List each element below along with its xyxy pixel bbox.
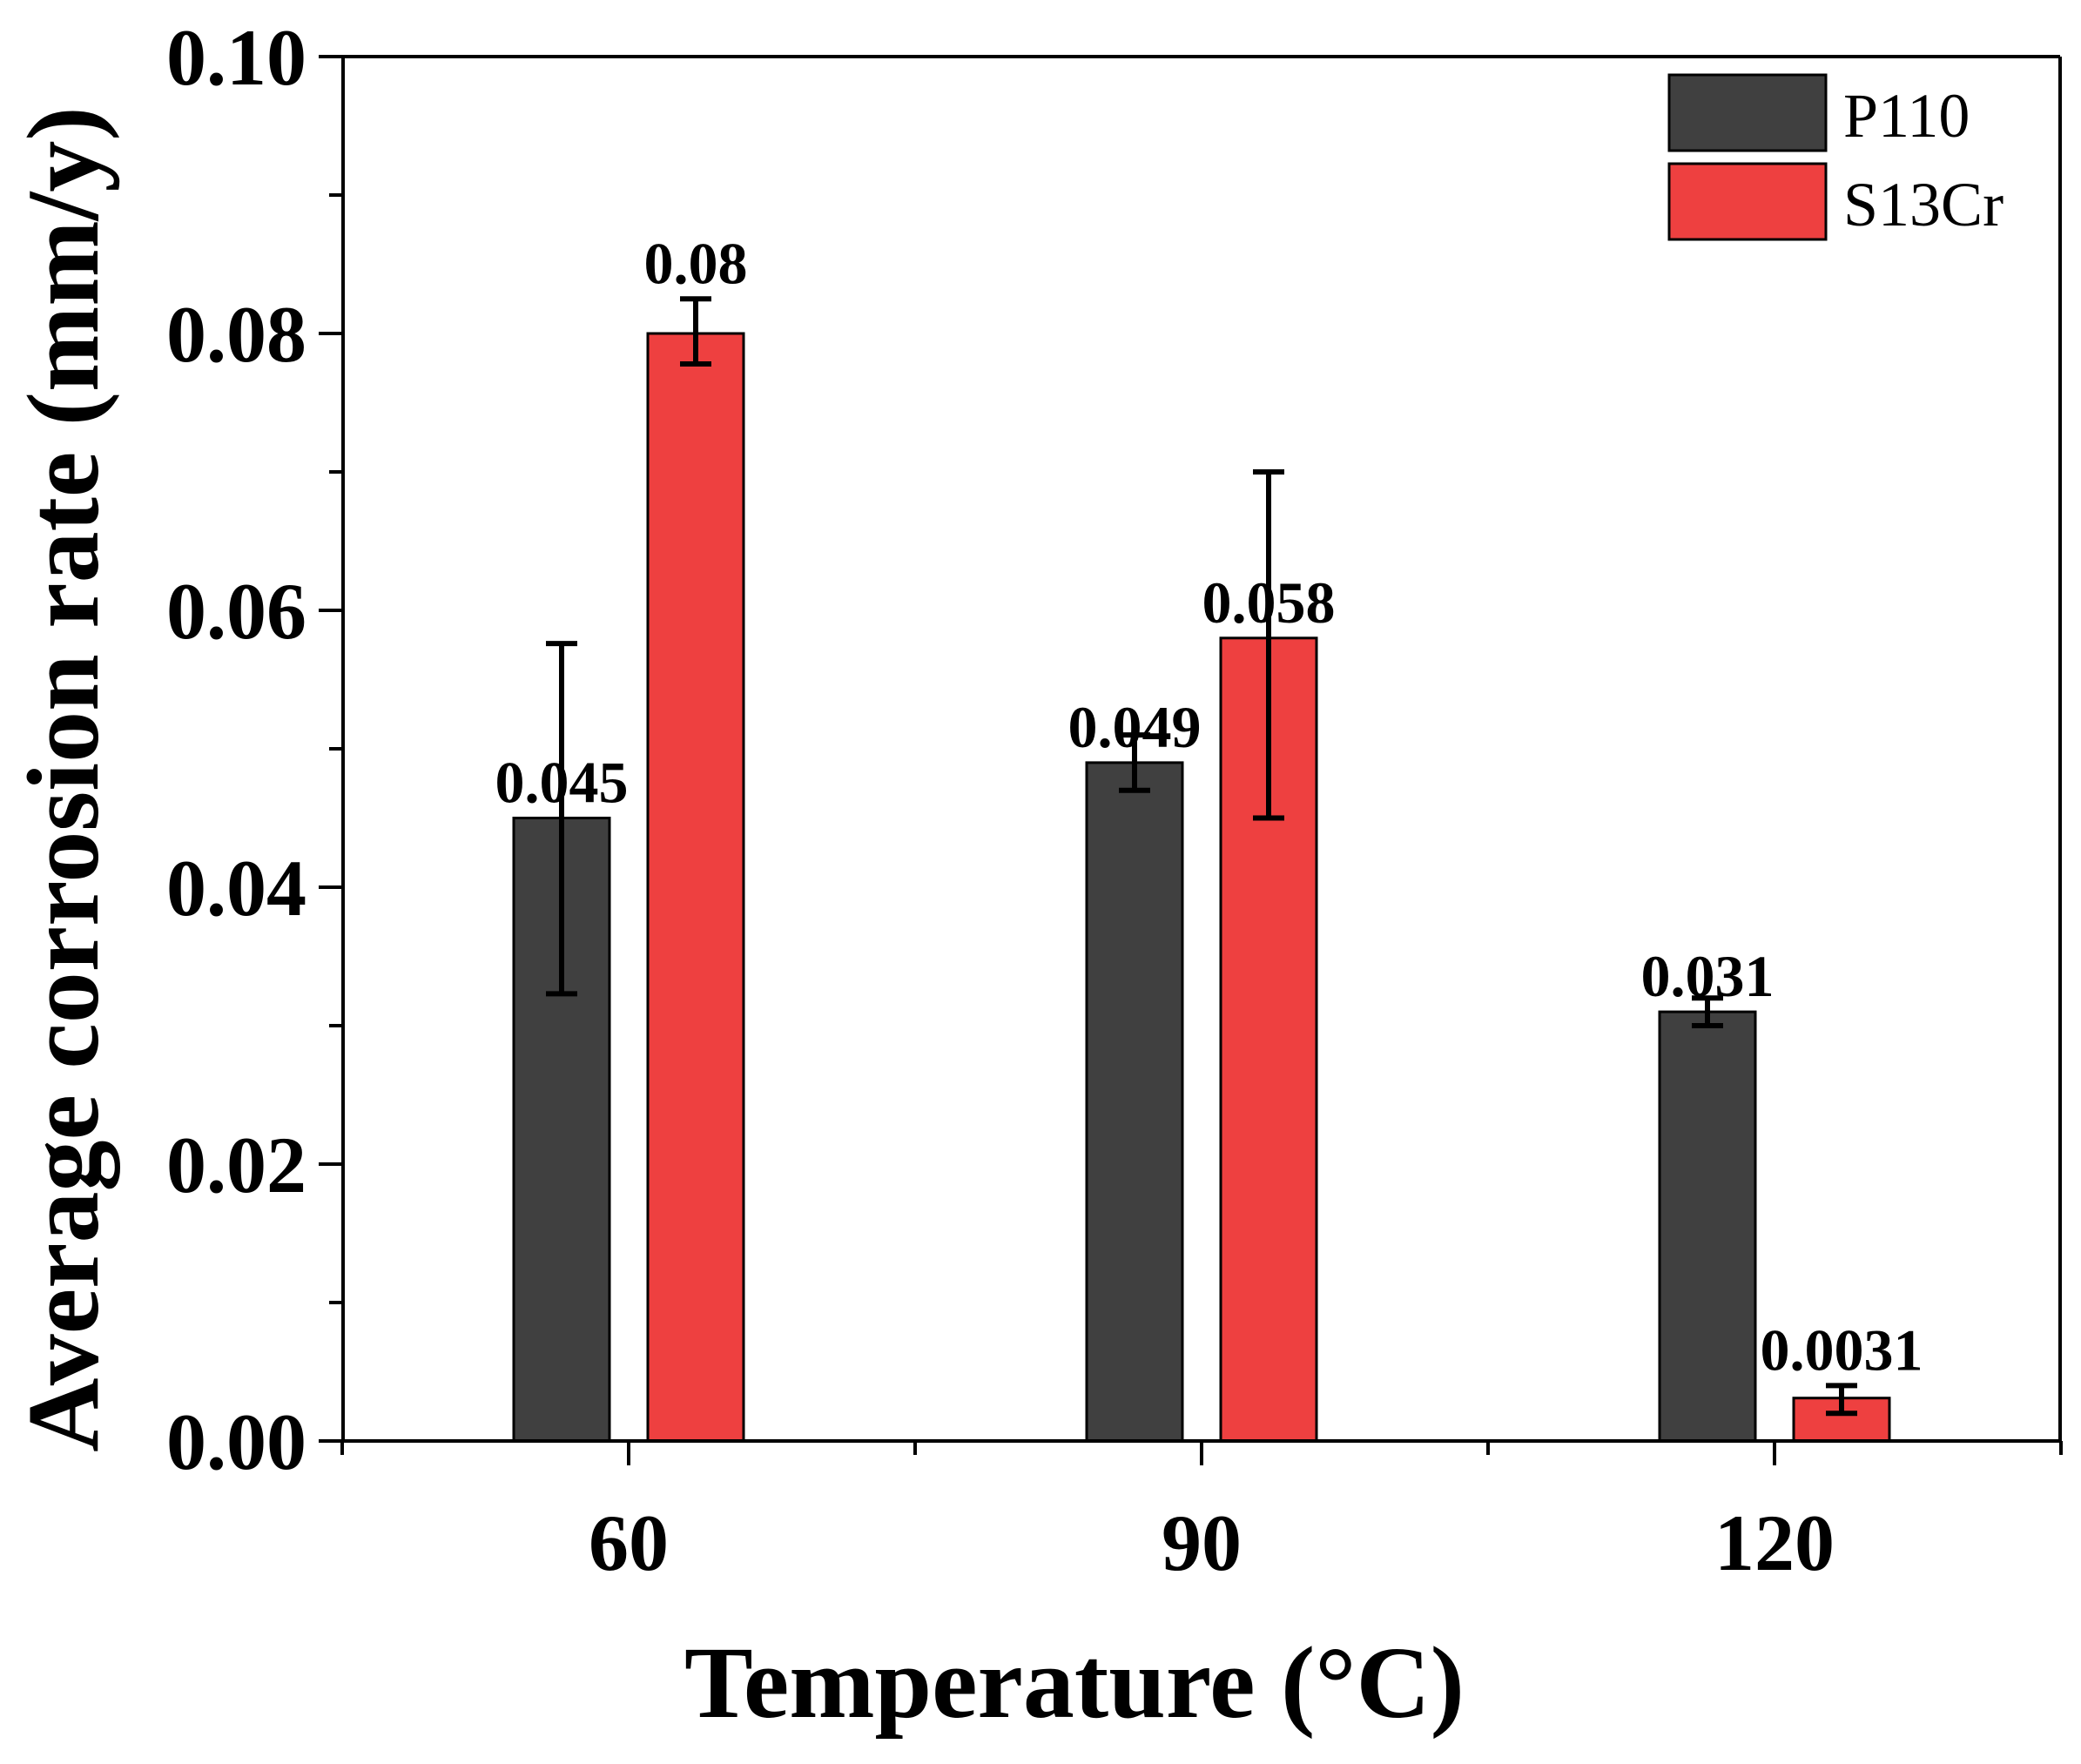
y-tick-label: 0.08: [166, 290, 306, 379]
x-tick-label: 60: [589, 1498, 669, 1587]
legend: P110 S13Cr: [1667, 73, 2004, 241]
legend-swatch-p110: [1667, 73, 1828, 152]
data-label-s13cr: 0.08: [644, 230, 748, 296]
x-tick-label: 120: [1714, 1498, 1835, 1587]
y-tick-label: 0.00: [166, 1397, 306, 1486]
x-tick-label: 90: [1162, 1498, 1242, 1587]
bar-s13cr: [646, 332, 745, 1443]
bars: [512, 332, 1891, 1443]
data-labels: 0.045 0.049 0.031 0.08 0.058 0.0031: [495, 230, 1923, 1383]
legend-label-s13cr: S13Cr: [1843, 170, 2004, 239]
legend-swatch-s13cr: [1667, 162, 1828, 241]
data-label-s13cr: 0.058: [1202, 569, 1336, 636]
axis-ticks: 0.00 0.02 0.04 0.06 0.08 0.10 60 90 120: [166, 13, 2063, 1587]
axes: [341, 55, 2062, 1443]
data-label-p110: 0.031: [1641, 943, 1775, 1009]
y-axis-title: Average corrosion rate (mm/y): [6, 106, 120, 1451]
y-tick-label: 0.06: [166, 567, 306, 656]
bar-p110: [1658, 1010, 1757, 1443]
data-label-s13cr: 0.0031: [1761, 1316, 1923, 1383]
bar-p110: [1085, 761, 1184, 1443]
legend-label-p110: P110: [1843, 81, 1970, 151]
data-label-p110: 0.049: [1068, 694, 1202, 760]
y-tick-label: 0.10: [166, 13, 306, 102]
y-tick-label: 0.02: [166, 1121, 306, 1209]
data-label-p110: 0.045: [495, 750, 629, 816]
error-bars: [546, 296, 1857, 1417]
x-axis-title: Temperature (°C): [684, 1626, 1465, 1740]
y-tick-label: 0.04: [166, 844, 306, 932]
